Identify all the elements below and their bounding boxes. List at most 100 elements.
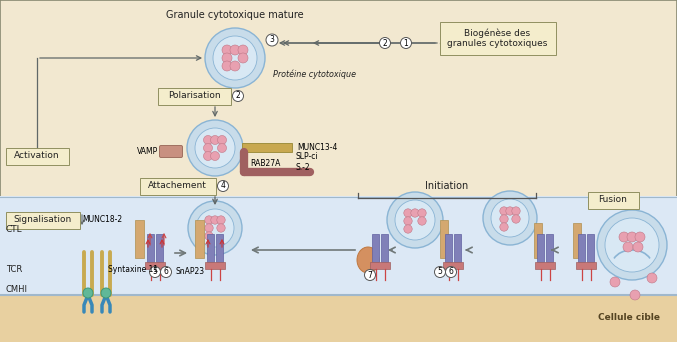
Circle shape [483,191,537,245]
FancyBboxPatch shape [381,234,388,262]
Circle shape [101,288,111,298]
Text: SLP-ci
S.-2: SLP-ci S.-2 [295,152,318,172]
Circle shape [217,181,229,192]
FancyBboxPatch shape [534,223,542,258]
Text: VAMP: VAMP [137,146,158,156]
FancyBboxPatch shape [156,234,163,262]
Bar [0,295,677,342]
Text: Protéine cytotoxique: Protéine cytotoxique [273,69,356,79]
Circle shape [418,217,427,225]
FancyBboxPatch shape [145,262,165,269]
Circle shape [160,266,171,277]
Ellipse shape [357,247,379,273]
Circle shape [435,266,445,277]
Circle shape [230,45,240,55]
FancyBboxPatch shape [242,143,292,152]
FancyBboxPatch shape [454,234,461,262]
Circle shape [205,224,213,232]
FancyBboxPatch shape [535,262,555,269]
Circle shape [266,34,278,46]
Circle shape [211,135,219,145]
Text: 1: 1 [403,39,408,48]
FancyBboxPatch shape [139,177,215,195]
Circle shape [187,120,243,176]
Circle shape [403,225,412,233]
Text: Biogénèse des
granules cytotoxiques: Biogénèse des granules cytotoxiques [447,28,548,48]
Circle shape [238,45,248,55]
Circle shape [222,53,232,63]
Circle shape [633,242,643,252]
Circle shape [204,135,213,145]
FancyBboxPatch shape [445,234,452,262]
Text: 4: 4 [221,182,225,190]
Circle shape [230,61,240,71]
Circle shape [512,207,520,215]
Circle shape [222,45,232,55]
FancyBboxPatch shape [372,234,379,262]
FancyBboxPatch shape [135,220,144,258]
FancyBboxPatch shape [5,147,68,165]
Circle shape [238,53,248,63]
Circle shape [597,210,667,280]
FancyBboxPatch shape [573,223,581,258]
FancyBboxPatch shape [207,234,214,262]
Circle shape [500,207,508,215]
Bar [0,196,677,295]
Text: MUNC13-4: MUNC13-4 [297,143,337,152]
Circle shape [217,144,227,153]
Circle shape [217,135,227,145]
Text: 3: 3 [269,36,274,44]
Text: MUNC18-2: MUNC18-2 [82,215,122,224]
Circle shape [401,38,412,49]
Circle shape [635,232,645,242]
FancyBboxPatch shape [158,88,230,105]
FancyBboxPatch shape [370,262,390,269]
Text: Syntaxine 11: Syntaxine 11 [108,265,158,275]
Text: 5: 5 [152,267,158,276]
Circle shape [150,266,160,277]
Text: Activation: Activation [14,152,60,160]
FancyBboxPatch shape [440,220,448,258]
Circle shape [380,38,391,49]
Text: Attachement: Attachement [148,182,207,190]
Circle shape [217,224,225,232]
Circle shape [204,152,213,160]
FancyBboxPatch shape [439,22,556,54]
Text: Granule cytotoxique mature: Granule cytotoxique mature [166,10,304,20]
Circle shape [195,128,235,168]
FancyBboxPatch shape [537,234,544,262]
Text: CTL: CTL [6,225,22,235]
Text: CMHI: CMHI [6,286,28,294]
Text: TCR: TCR [6,265,22,275]
Circle shape [418,209,427,217]
FancyBboxPatch shape [195,220,204,258]
Circle shape [445,266,456,277]
Circle shape [211,216,219,224]
FancyBboxPatch shape [216,234,223,262]
Circle shape [222,61,232,71]
Text: 2: 2 [236,92,240,101]
Circle shape [83,288,93,298]
FancyBboxPatch shape [587,234,594,262]
Circle shape [205,216,213,224]
Circle shape [627,232,637,242]
Circle shape [491,199,529,237]
Circle shape [211,152,219,160]
Circle shape [188,201,242,255]
Text: Fusion: Fusion [598,196,628,205]
FancyBboxPatch shape [5,211,79,228]
Circle shape [364,269,376,280]
Circle shape [605,218,659,272]
Text: Initiation: Initiation [425,181,468,191]
Circle shape [213,36,257,80]
Text: Cellule cible: Cellule cible [598,314,660,323]
Text: SnAP23: SnAP23 [176,267,205,276]
Circle shape [196,209,234,247]
FancyBboxPatch shape [443,262,463,269]
FancyBboxPatch shape [578,234,585,262]
Circle shape [619,232,629,242]
Text: 5: 5 [437,267,443,276]
Circle shape [387,192,443,248]
Circle shape [403,217,412,225]
Circle shape [647,273,657,283]
